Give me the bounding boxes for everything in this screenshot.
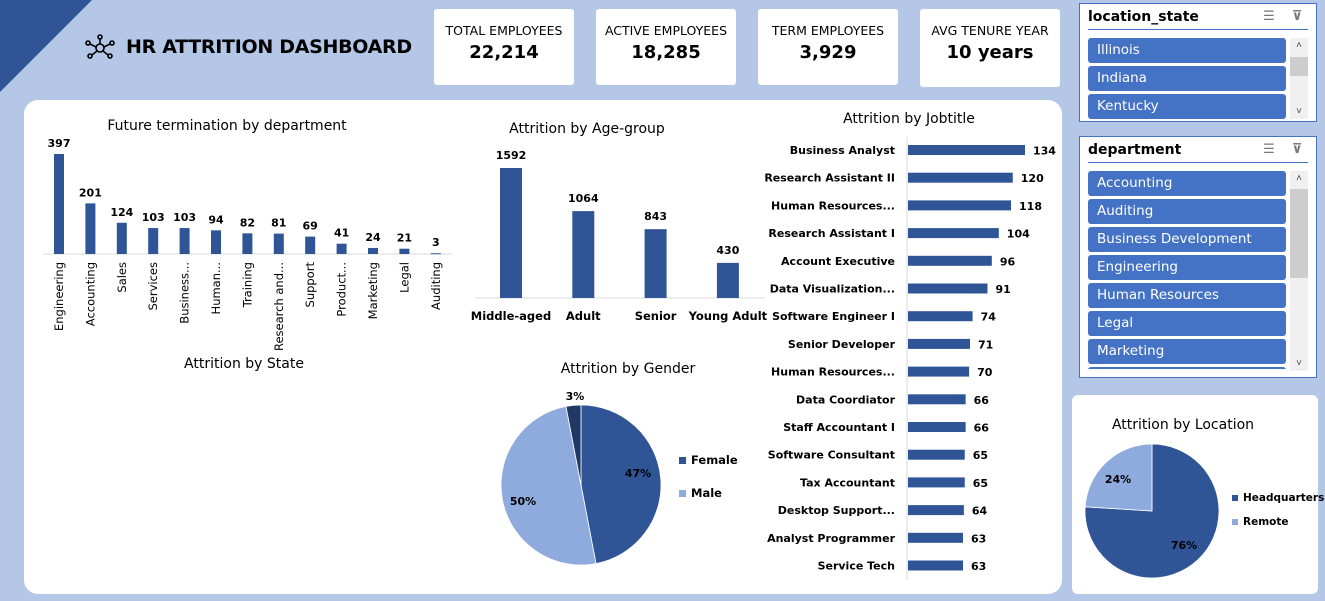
- legend-swatch: [679, 456, 686, 464]
- kpi-value: 22,214: [469, 42, 539, 63]
- legend-swatch: [1232, 495, 1238, 501]
- slicer-item[interactable]: Legal: [1088, 311, 1286, 336]
- slicer-item[interactable]: Human Resources: [1088, 283, 1286, 308]
- dashboard-title: HR ATTRITION DASHBOARD: [84, 34, 412, 60]
- legend-headquarters: Headquarters: [1232, 492, 1324, 504]
- legend-label: Remote: [1243, 516, 1289, 528]
- kpi-value: 18,285: [631, 42, 701, 63]
- slicer-item[interactable]: Accounting: [1088, 171, 1286, 196]
- treemap-cell-kentucky[interactable]: Ken...: [411, 512, 454, 551]
- treemap-label: Pennsylv...: [384, 398, 454, 412]
- treemap-title: Attrition by State: [184, 356, 304, 372]
- clear-filter-icon[interactable]: ⊽: [1291, 9, 1303, 24]
- scroll-thumb[interactable]: [1290, 189, 1308, 278]
- treemap-label: Illi...: [384, 493, 414, 507]
- job-chart-title: Attrition by Jobtitle: [843, 111, 975, 127]
- kpi-label: ACTIVE EMPLOYEES: [604, 23, 728, 38]
- location-chart-title: Attrition by Location: [1111, 417, 1255, 433]
- slicer-scrollbar[interactable]: ˄ ˅: [1290, 171, 1308, 371]
- legend-label: Female: [691, 453, 738, 467]
- age-chart-title: Attrition by Age-group: [509, 121, 665, 137]
- slicer-department: department ☰ ⊽ Accounting Auditing Busines…: [1079, 136, 1317, 378]
- legend-female: Female: [679, 453, 738, 467]
- legend-remote: Remote: [1232, 516, 1289, 528]
- slicer-item[interactable]: Illinois: [1088, 38, 1286, 63]
- corner-decoration: [0, 0, 92, 92]
- slicer-item[interactable]: Kentucky: [1088, 94, 1286, 119]
- treemap-label: Ohio: [40, 563, 70, 577]
- kpi-value: 10 years: [946, 42, 1034, 63]
- scroll-up-icon[interactable]: ˄: [1296, 173, 1302, 184]
- kpi-term-employees: TERM EMPLOYEES 3,929: [758, 9, 898, 85]
- treemap-label: Ken...: [416, 522, 454, 537]
- kpi-label: AVG TENURE YEAR: [931, 23, 1049, 38]
- treemap-cell-pennsylvania[interactable]: Pennsylv...: [379, 380, 454, 434]
- treemap-cell-illinois[interactable]: Illi...: [379, 434, 417, 512]
- scroll-down-icon[interactable]: ˅: [1296, 358, 1302, 369]
- kpi-active-employees: ACTIVE EMPLOYEES 18,285: [596, 9, 736, 85]
- multi-select-icon[interactable]: ☰: [1263, 9, 1275, 24]
- legend-swatch: [679, 489, 686, 497]
- scroll-thumb[interactable]: [1290, 57, 1308, 76]
- title-text: HR ATTRITION DASHBOARD: [126, 36, 412, 58]
- slicer-item[interactable]: Marketing: [1088, 339, 1286, 364]
- legend-swatch: [1232, 519, 1238, 525]
- treemap-label: In...: [422, 493, 448, 507]
- slicer-item[interactable]: [1088, 367, 1286, 369]
- treemap-cell-ohio[interactable]: Ohio: [35, 380, 379, 582]
- kpi-label: TOTAL EMPLOYEES: [445, 23, 563, 38]
- legend-label: Headquarters: [1243, 492, 1325, 504]
- scroll-down-icon[interactable]: ˅: [1296, 106, 1302, 117]
- network-hub-icon: [85, 34, 115, 59]
- legend-male: Male: [679, 486, 722, 500]
- kpi-label: TERM EMPLOYEES: [771, 23, 885, 38]
- slicer-item[interactable]: Engineering: [1088, 255, 1286, 280]
- kpi-avg-tenure: AVG TENURE YEAR 10 years: [920, 9, 1060, 87]
- slicer-scrollbar[interactable]: ˄ ˅: [1290, 38, 1308, 119]
- gender-chart-title: Attrition by Gender: [560, 361, 696, 377]
- treemap-cell-indiana[interactable]: In...: [417, 434, 454, 512]
- multi-select-icon[interactable]: ☰: [1263, 142, 1275, 157]
- slicer-item[interactable]: Indiana: [1088, 66, 1286, 91]
- clear-filter-icon[interactable]: ⊽: [1291, 142, 1303, 157]
- kpi-value: 3,929: [799, 42, 857, 63]
- legend-label: Male: [691, 486, 722, 500]
- slicer-location-state: location_state ☰ ⊽ Illinois Indiana Kentuc…: [1079, 3, 1317, 122]
- kpi-total-employees: TOTAL EMPLOYEES 22,214: [434, 9, 574, 85]
- slicer-title: department: [1088, 141, 1182, 158]
- treemap-cell-wisconsin[interactable]: Wis...: [411, 551, 454, 582]
- treemap-cell-michigan[interactable]: M...: [379, 512, 411, 582]
- slicer-item[interactable]: Business Development: [1088, 227, 1286, 252]
- dept-chart-title: Future termination by department: [107, 118, 347, 134]
- slicer-item[interactable]: Auditing: [1088, 199, 1286, 224]
- treemap-label: Wis...: [416, 563, 453, 577]
- slicer-title: location_state: [1088, 8, 1199, 25]
- treemap-label: M...: [384, 563, 409, 577]
- scroll-up-icon[interactable]: ˄: [1296, 40, 1302, 51]
